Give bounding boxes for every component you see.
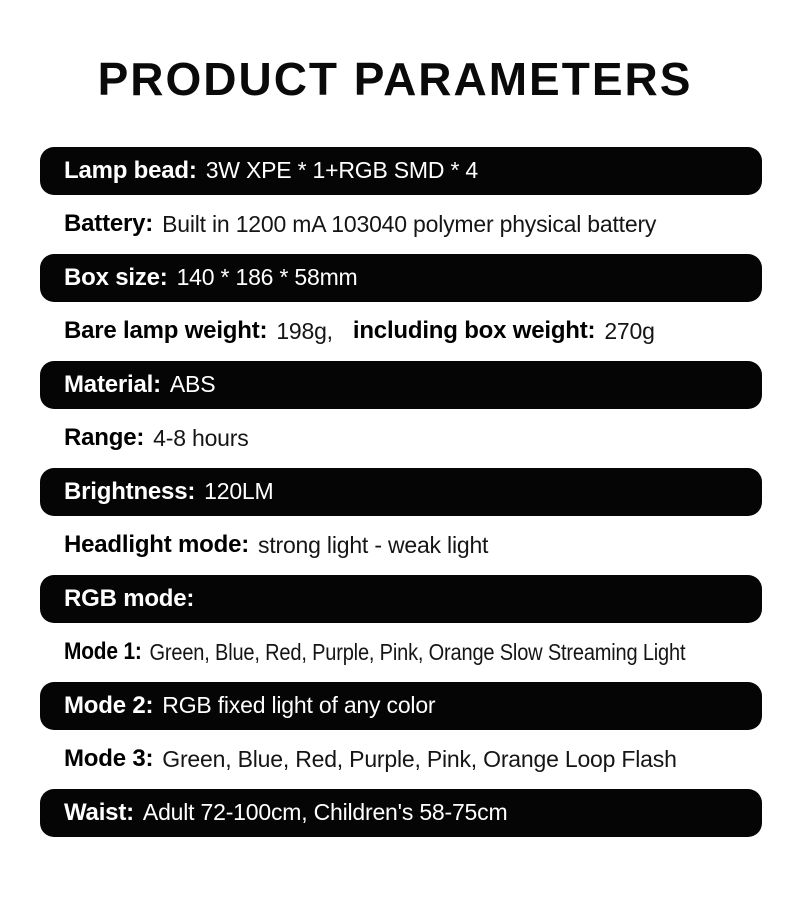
spec-value: Green, Blue, Red, Purple, Pink, Orange S… bbox=[149, 638, 686, 665]
spec-row-lamp-bead: Lamp bead: 3W XPE * 1+RGB SMD * 4 bbox=[40, 146, 762, 195]
spec-label: Waist: bbox=[64, 798, 134, 826]
spec-value: 270g bbox=[604, 317, 655, 344]
spec-row-material: Material: ABS bbox=[40, 360, 762, 409]
spec-label: Battery: bbox=[64, 210, 154, 238]
condensed-text-wrap: Mode 1: Green, Blue, Red, Purple, Pink, … bbox=[64, 638, 686, 666]
spec-label: Brightness: bbox=[64, 477, 196, 505]
spec-label: Mode 2: bbox=[64, 691, 154, 719]
spec-row-mode-2: Mode 2: RGB fixed light of any color bbox=[40, 681, 762, 730]
spec-label: RGB mode: bbox=[64, 584, 195, 612]
spec-row-rgb-mode: RGB mode: bbox=[40, 574, 762, 623]
spec-row-range: Range: 4-8 hours bbox=[40, 409, 762, 468]
spec-label: Mode 1: bbox=[64, 638, 142, 666]
spec-row-weight: Bare lamp weight: 198g, including box we… bbox=[40, 302, 762, 361]
spec-value: Adult 72-100cm, Children's 58-75cm bbox=[142, 799, 508, 826]
spec-row-mode-3: Mode 3: Green, Blue, Red, Purple, Pink, … bbox=[40, 730, 762, 789]
spec-label: Headlight mode: bbox=[64, 531, 250, 559]
page-title: PRODUCT PARAMETERS bbox=[97, 53, 693, 105]
spec-row-headlight-mode: Headlight mode: strong light - weak ligh… bbox=[40, 516, 762, 575]
spec-value: 4-8 hours bbox=[153, 424, 249, 451]
spec-value: 198g, bbox=[276, 317, 333, 344]
spec-value: Green, Blue, Red, Purple, Pink, Orange L… bbox=[162, 745, 677, 772]
spec-label: Lamp bead: bbox=[64, 156, 197, 184]
parameters-list: Lamp bead: 3W XPE * 1+RGB SMD * 4 Batter… bbox=[40, 146, 762, 837]
spec-label: Box size: bbox=[64, 263, 168, 291]
spec-label: Mode 3: bbox=[64, 745, 154, 773]
spec-row-battery: Battery: Built in 1200 mA 103040 polymer… bbox=[40, 195, 762, 254]
spec-label: Bare lamp weight: bbox=[64, 317, 268, 345]
spec-value: 120LM bbox=[204, 478, 274, 505]
spec-row-box-size: Box size: 140 * 186 * 58mm bbox=[40, 253, 762, 302]
spec-value: 3W XPE * 1+RGB SMD * 4 bbox=[205, 157, 479, 184]
spec-row-brightness: Brightness: 120LM bbox=[40, 467, 762, 516]
spec-label: including box weight: bbox=[352, 317, 596, 345]
spec-label: Material: bbox=[64, 370, 161, 398]
spec-label: Range: bbox=[64, 424, 145, 452]
spec-value: RGB fixed light of any color bbox=[162, 692, 436, 719]
spec-row-mode-1: Mode 1: Green, Blue, Red, Purple, Pink, … bbox=[40, 623, 762, 682]
spec-value: 140 * 186 * 58mm bbox=[176, 264, 358, 291]
spec-row-waist: Waist: Adult 72-100cm, Children's 58-75c… bbox=[40, 788, 762, 837]
spec-value: ABS bbox=[169, 371, 216, 398]
spec-value: strong light - weak light bbox=[258, 531, 489, 558]
spec-value: Built in 1200 mA 103040 polymer physical… bbox=[162, 210, 657, 237]
